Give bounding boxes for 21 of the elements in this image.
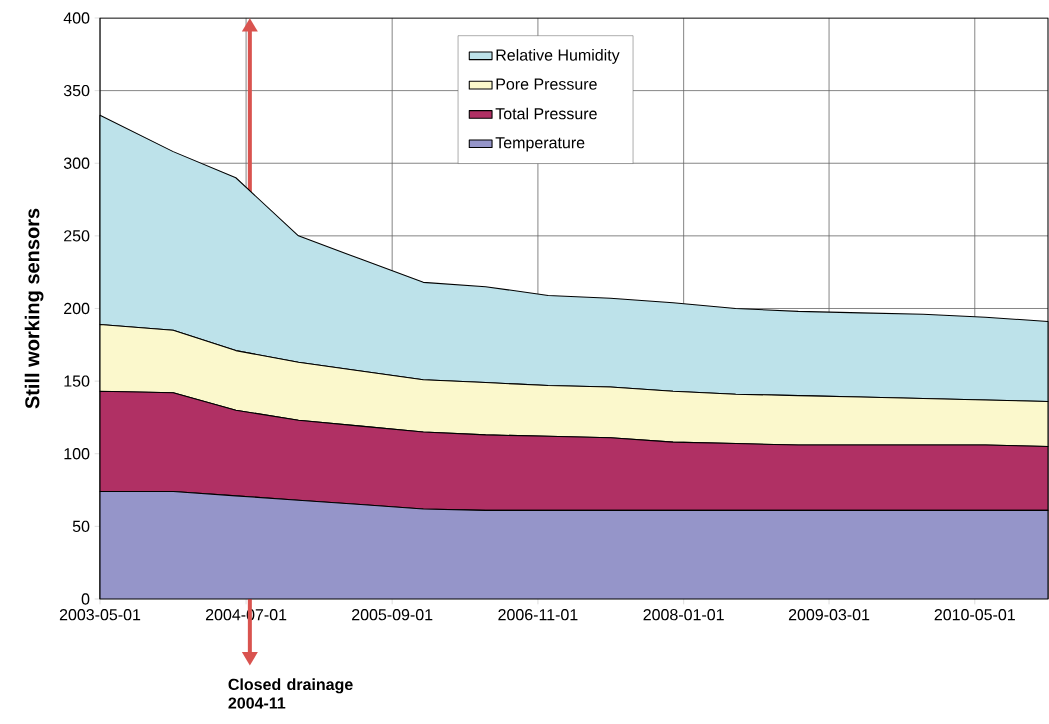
- ref-line-label: Closed drainage 2004-11: [228, 678, 353, 709]
- y-tick-label: 350: [63, 84, 90, 97]
- x-tick-label: 2010-05-01: [934, 609, 1015, 621]
- y-tick-label: 300: [63, 157, 90, 169]
- y-tick-label: 50: [72, 520, 90, 533]
- x-tick-label: 2005-09-01: [352, 609, 433, 621]
- y-tick-label: 250: [64, 230, 90, 242]
- y-tick-label: 200: [64, 302, 90, 315]
- x-tick-label: 2006-11-01: [498, 609, 578, 621]
- y-axis-title: Still working sensors: [24, 208, 44, 409]
- legend-label: Relative Humidity: [496, 49, 620, 64]
- y-tick-label: 400: [63, 12, 90, 24]
- legend-label: Pore Pressure: [496, 78, 597, 90]
- y-tick-label: 150: [64, 375, 90, 387]
- x-tick-label: 2009-03-01: [788, 609, 870, 621]
- y-tick-label: 0: [81, 593, 90, 605]
- x-tick-label: 2008-01-01: [643, 609, 724, 621]
- x-tick-label: 2003-05-01: [59, 609, 141, 621]
- legend-label: Temperature: [495, 137, 585, 152]
- legend-label: Total Pressure: [495, 107, 597, 120]
- y-tick-label: 100: [64, 448, 90, 460]
